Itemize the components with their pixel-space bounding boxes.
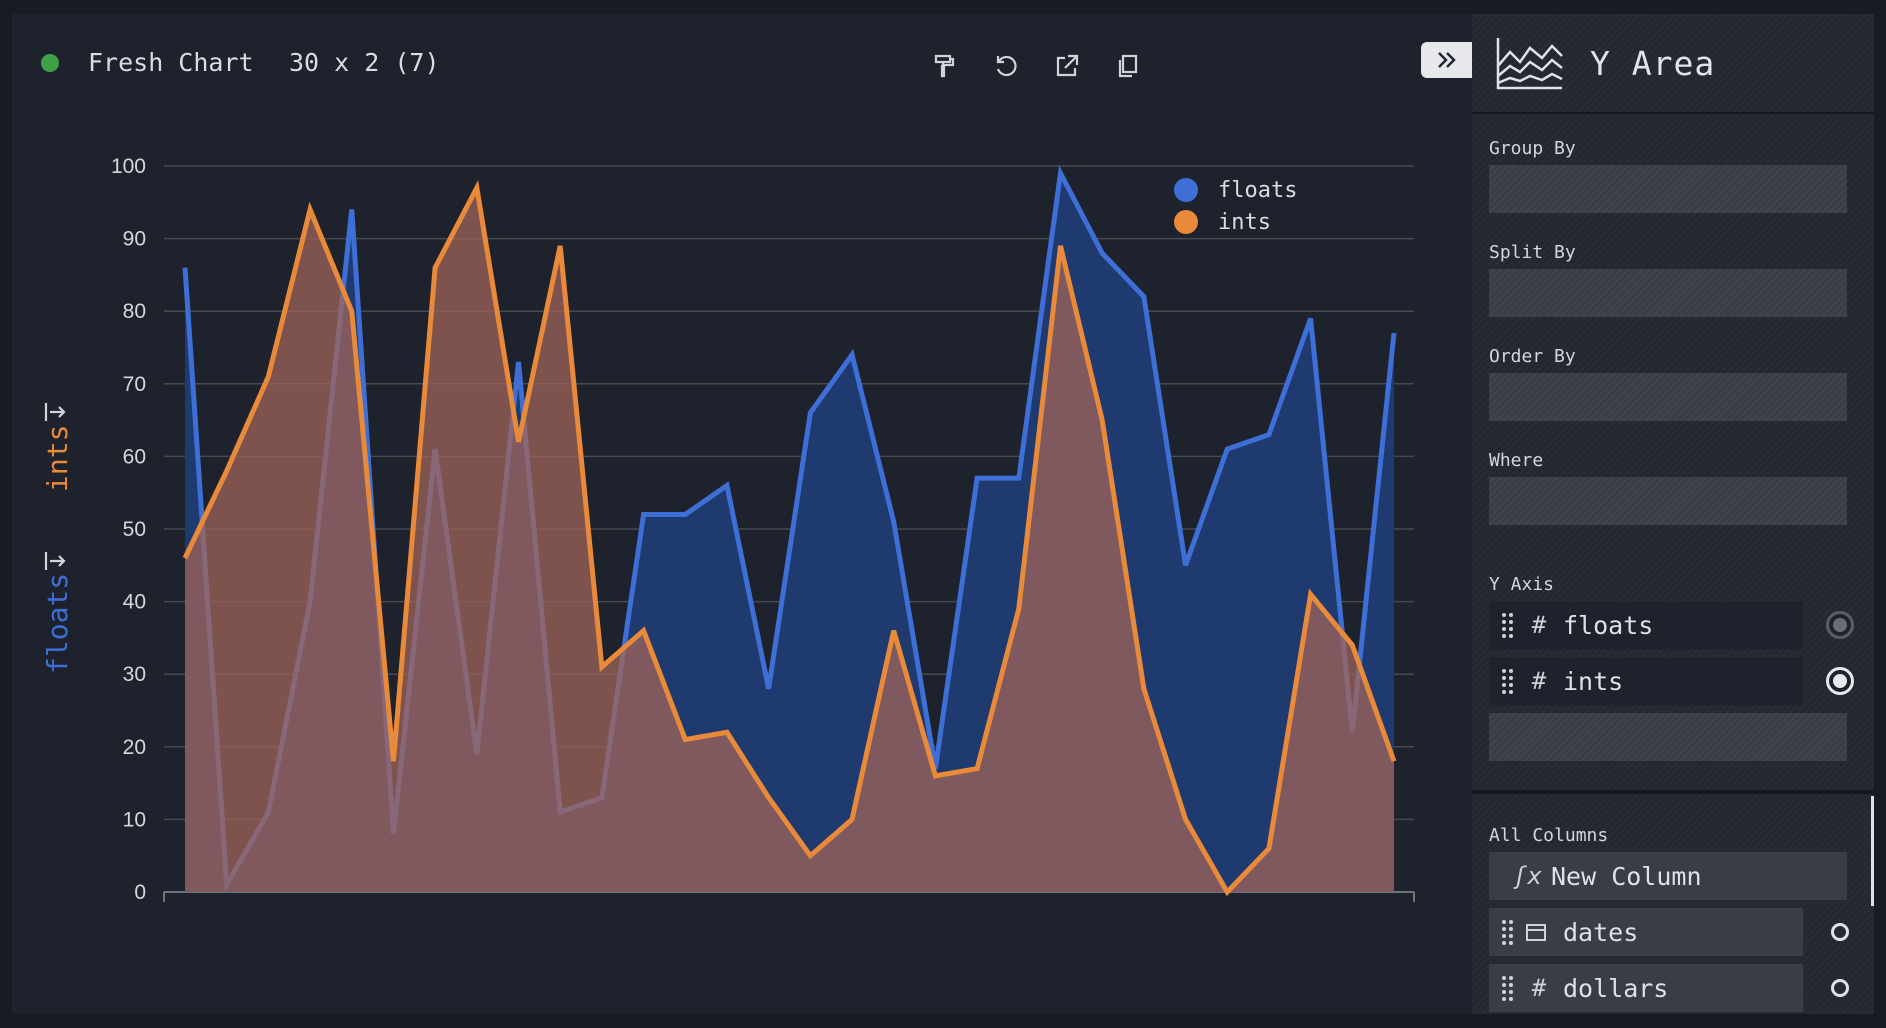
y-tick-label: 100 [111,155,146,178]
drag-handle-icon[interactable] [1501,918,1515,946]
number-type-icon: # [1531,974,1547,1002]
y-tick-label: 50 [123,518,146,541]
group-by-label: Group By [1489,138,1576,159]
where-label: Where [1489,450,1544,471]
legend-item-ints[interactable]: ints [1174,206,1297,238]
chart-area: 0 10 20 30 40 50 60 70 80 90 100 ints floats float… [12,114,1472,994]
export-icon[interactable] [1049,48,1085,84]
legend-label: floats [1218,177,1298,203]
order-by-label: Order By [1489,346,1576,367]
y-axis-label: Y Axis [1489,574,1555,595]
y-axis-label-floats: floats [41,572,74,674]
chart-header: Fresh Chart 30 x 2 (7) [12,14,1473,114]
y-axis-label-ints: ints [41,424,74,492]
y-tick-label: 30 [123,663,146,686]
y-tick-label: 10 [123,808,146,831]
column-toggle-radio[interactable] [1826,611,1854,639]
y-tick-label: 40 [123,591,146,614]
new-column-label: New Column [1551,861,1702,891]
calendar-icon [1526,924,1546,941]
drag-handle-icon[interactable] [1501,667,1515,695]
plugin-name: Y Area [1590,44,1716,83]
paint-roller-icon[interactable] [926,48,962,84]
order-by-dropzone[interactable] [1489,373,1847,421]
column-toggle-radio[interactable] [1831,979,1849,997]
y-tick-label: 80 [123,300,146,323]
legend-swatch [1174,178,1198,202]
number-type-icon: # [1531,611,1547,639]
where-dropzone[interactable] [1489,477,1847,525]
column-name: ints [1563,666,1624,696]
chart-dimensions: 30 x 2 (7) [289,48,440,77]
chart-title[interactable]: Fresh Chart [88,48,254,77]
sidebar-scrollbar[interactable] [1871,796,1874,906]
column-toggle-radio[interactable] [1831,923,1849,941]
split-by-label: Split By [1489,242,1576,263]
split-by-dropzone[interactable] [1489,269,1847,317]
new-column-button[interactable]: ʃx New Column [1489,852,1847,900]
app-window: Fresh Chart 30 x 2 (7) 0 10 20 30 40 50 60 70 80… [12,14,1874,1014]
undo-icon[interactable] [988,48,1024,84]
column-name: dates [1563,917,1639,947]
area-fill-ints [185,187,1394,892]
legend-swatch [1174,210,1198,234]
legend-label: ints [1218,209,1271,235]
y-axis-column-ints[interactable]: # ints [1489,657,1803,705]
y-tick-label: 70 [123,373,146,396]
drag-handle-icon[interactable] [1501,611,1515,639]
y-tick-label: 20 [123,736,146,759]
function-icon: ʃx [1513,862,1542,890]
area-chart: 0 10 20 30 40 50 60 70 80 90 100 [111,155,1415,904]
y-tick-label: 0 [134,881,146,904]
double-chevron-right-icon [1438,52,1456,68]
status-indicator [41,54,59,72]
copy-icon[interactable] [1110,48,1146,84]
number-type-icon: # [1531,667,1547,695]
axis-arrow-icon[interactable] [42,548,68,574]
column-name: floats [1563,610,1654,640]
column-dates[interactable]: dates [1489,908,1803,956]
collapse-sidebar-button[interactable] [1421,42,1473,78]
group-by-dropzone[interactable] [1489,165,1847,213]
y-axis-dropzone[interactable] [1489,713,1847,761]
all-columns-label: All Columns [1489,825,1609,846]
y-axis-column-floats[interactable]: # floats [1489,601,1803,649]
y-tick-label: 60 [123,445,146,468]
axis-arrow-icon[interactable] [42,399,68,425]
area-chart-icon [1496,38,1563,90]
series-line-ints [182,179,1397,897]
column-name: dollars [1563,973,1669,1003]
plugin-selector[interactable]: Y Area [1472,14,1874,114]
legend-item-floats[interactable]: floats [1174,174,1297,206]
y-tick-label: 90 [123,228,146,251]
column-dollars[interactable]: # dollars [1489,964,1803,1012]
chart-legend: floats ints [1174,174,1297,238]
drag-handle-icon[interactable] [1501,974,1515,1002]
settings-sidebar: Y Area Group By Split By Order By Where … [1472,14,1874,1014]
column-toggle-radio[interactable] [1826,667,1854,695]
section-divider [1472,790,1874,794]
